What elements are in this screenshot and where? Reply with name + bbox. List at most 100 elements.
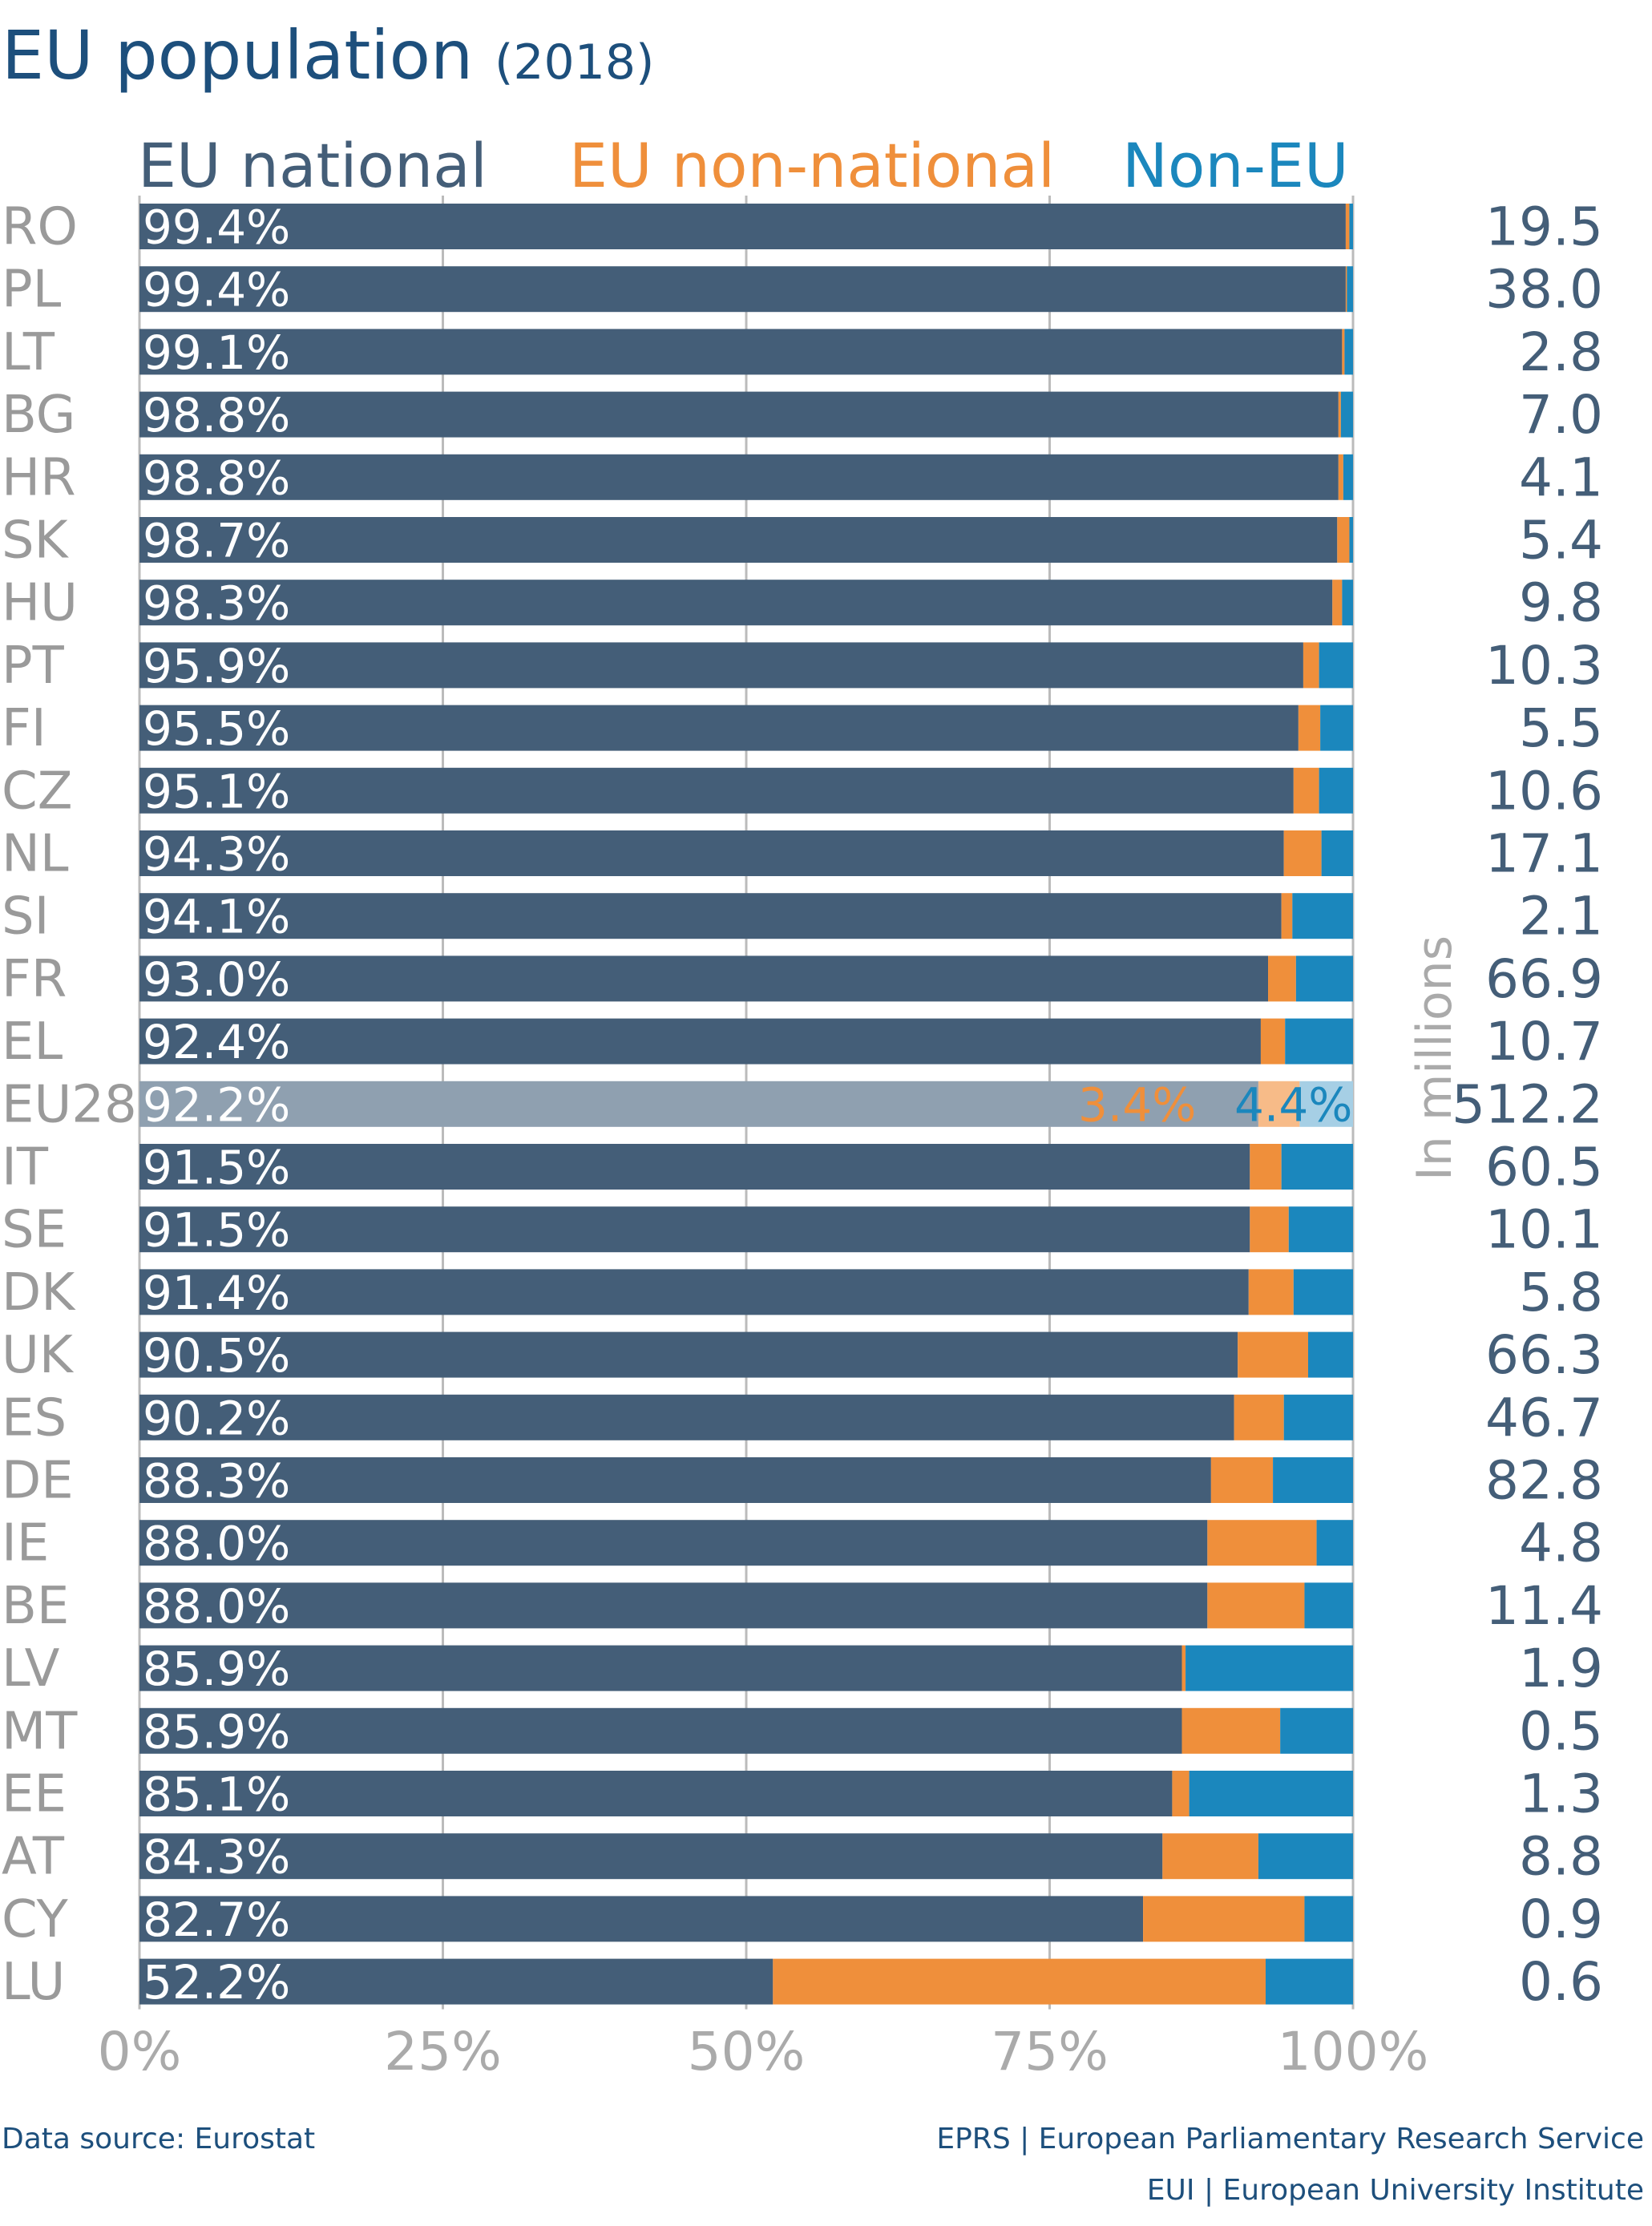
population-value: 4.1	[1519, 446, 1603, 508]
national-pct-label: 98.3%	[143, 576, 290, 631]
category-label: RO	[2, 198, 78, 257]
bar-eu-non-national	[1234, 1394, 1284, 1440]
bar-non-eu	[1342, 580, 1353, 626]
bar-non-eu	[1258, 1833, 1353, 1880]
bar-eu-national	[139, 1645, 1182, 1691]
x-tick-label: 100%	[1278, 2021, 1429, 2083]
category-label: EU28	[2, 1075, 137, 1134]
population-value: 8.8	[1519, 1826, 1603, 1888]
category-label: HR	[2, 448, 76, 507]
population-value: 0.6	[1519, 1951, 1603, 2013]
population-value: 1.3	[1519, 1763, 1603, 1825]
population-value: 10.1	[1485, 1199, 1603, 1261]
national-pct-label: 88.0%	[143, 1517, 290, 1571]
bar-eu-national	[139, 1520, 1208, 1566]
bar-eu-non-national	[1293, 767, 1319, 814]
category-label: CY	[2, 1890, 69, 1949]
bar-eu-national	[139, 830, 1284, 876]
bar-eu-non-national	[1172, 1771, 1190, 1816]
national-pct-label: 90.2%	[143, 1391, 290, 1445]
national-pct-label: 98.8%	[143, 450, 290, 505]
bar-eu-non-national	[1250, 1206, 1289, 1253]
bar-non-eu	[1283, 1394, 1353, 1440]
population-value: 512.2	[1452, 1073, 1603, 1135]
bar-non-eu	[1340, 391, 1353, 438]
national-pct-label: 85.9%	[143, 1704, 290, 1759]
bar-non-eu	[1288, 1206, 1353, 1253]
category-label: HU	[2, 574, 78, 633]
bar-eu-non-national	[1258, 1081, 1300, 1127]
bar-eu-non-national	[1281, 893, 1293, 939]
x-tick-label: 50%	[688, 2021, 806, 2083]
bar-eu-non-national	[1332, 580, 1343, 626]
national-pct-label: 95.1%	[143, 764, 290, 818]
legend-non-eu: Non-EU	[1122, 130, 1349, 201]
bar-eu-national	[139, 1269, 1249, 1315]
population-value: 10.3	[1485, 635, 1603, 697]
bar-eu-national	[139, 893, 1282, 939]
category-label: SE	[2, 1201, 67, 1260]
population-value: 82.8	[1485, 1450, 1603, 1512]
bar-eu-non-national	[1345, 204, 1350, 249]
bar-eu-non-national	[1162, 1833, 1258, 1880]
bar-eu-non-national	[1210, 1457, 1274, 1503]
population-value: 4.8	[1519, 1513, 1603, 1574]
bar-eu-national	[139, 204, 1346, 249]
bar-eu-national	[139, 1707, 1182, 1754]
bar-non-eu	[1292, 893, 1353, 939]
population-value: 10.6	[1485, 760, 1603, 822]
bar-eu-national	[139, 391, 1339, 438]
bar-non-eu	[1304, 1896, 1353, 1942]
bar-non-eu	[1304, 1582, 1353, 1629]
national-pct-label: 94.3%	[143, 827, 290, 882]
bar-non-eu	[1299, 1081, 1353, 1127]
national-pct-label: 85.1%	[143, 1767, 290, 1822]
bar-eu-national	[139, 580, 1333, 626]
national-pct-label: 94.1%	[143, 890, 290, 944]
category-label: SK	[2, 511, 70, 571]
population-value: 46.7	[1485, 1387, 1603, 1448]
national-pct-label: 98.7%	[143, 514, 290, 568]
population-value: 1.9	[1519, 1638, 1603, 1699]
bar-non-eu	[1285, 1018, 1353, 1065]
bar-eu-non-national	[1207, 1520, 1317, 1566]
population-value: 66.9	[1485, 948, 1603, 1010]
eu28-non-national-label: 3.4%	[1078, 1077, 1196, 1132]
bar-eu-non-national	[1268, 955, 1296, 1002]
legend-eu-national: EU national	[138, 130, 487, 201]
bar-eu-non-national	[773, 1958, 1266, 2005]
population-value: 17.1	[1485, 823, 1603, 885]
bar-eu-national	[139, 517, 1338, 563]
bar-eu-non-national	[1143, 1896, 1305, 1942]
x-tick-label: 25%	[384, 2021, 502, 2083]
eu28-non-eu-label: 4.4%	[1234, 1077, 1352, 1132]
national-pct-label: 92.2%	[143, 1077, 290, 1132]
x-tick-label: 0%	[98, 2021, 182, 2083]
category-label: CZ	[2, 762, 73, 821]
bar-non-eu	[1319, 642, 1353, 689]
bar-non-eu	[1265, 1958, 1353, 2005]
category-label: BE	[2, 1577, 69, 1636]
bar-non-eu	[1349, 204, 1353, 249]
legend-eu-non-national: EU non-national	[569, 130, 1056, 201]
category-label: BG	[2, 386, 75, 445]
bar-non-eu	[1316, 1520, 1353, 1566]
category-label: UK	[2, 1326, 75, 1385]
bar-eu-national	[139, 1081, 1258, 1127]
bar-eu-non-national	[1303, 642, 1319, 689]
population-value: 60.5	[1485, 1137, 1603, 1198]
national-pct-label: 88.0%	[143, 1579, 290, 1634]
category-label: FR	[2, 950, 67, 1009]
population-value: 2.8	[1519, 321, 1603, 383]
x-tick-label: 75%	[991, 2021, 1109, 2083]
bar-eu-non-national	[1260, 1018, 1286, 1065]
national-pct-label: 98.8%	[143, 388, 290, 442]
bar-eu-non-national	[1338, 454, 1343, 500]
category-label: NL	[2, 825, 69, 884]
bar-eu-non-national	[1338, 391, 1341, 438]
category-label: LT	[2, 323, 55, 382]
bar-eu-national	[139, 1331, 1238, 1378]
bar-eu-non-national	[1238, 1331, 1308, 1378]
population-value: 9.8	[1519, 572, 1603, 634]
bar-eu-national	[139, 1457, 1211, 1503]
